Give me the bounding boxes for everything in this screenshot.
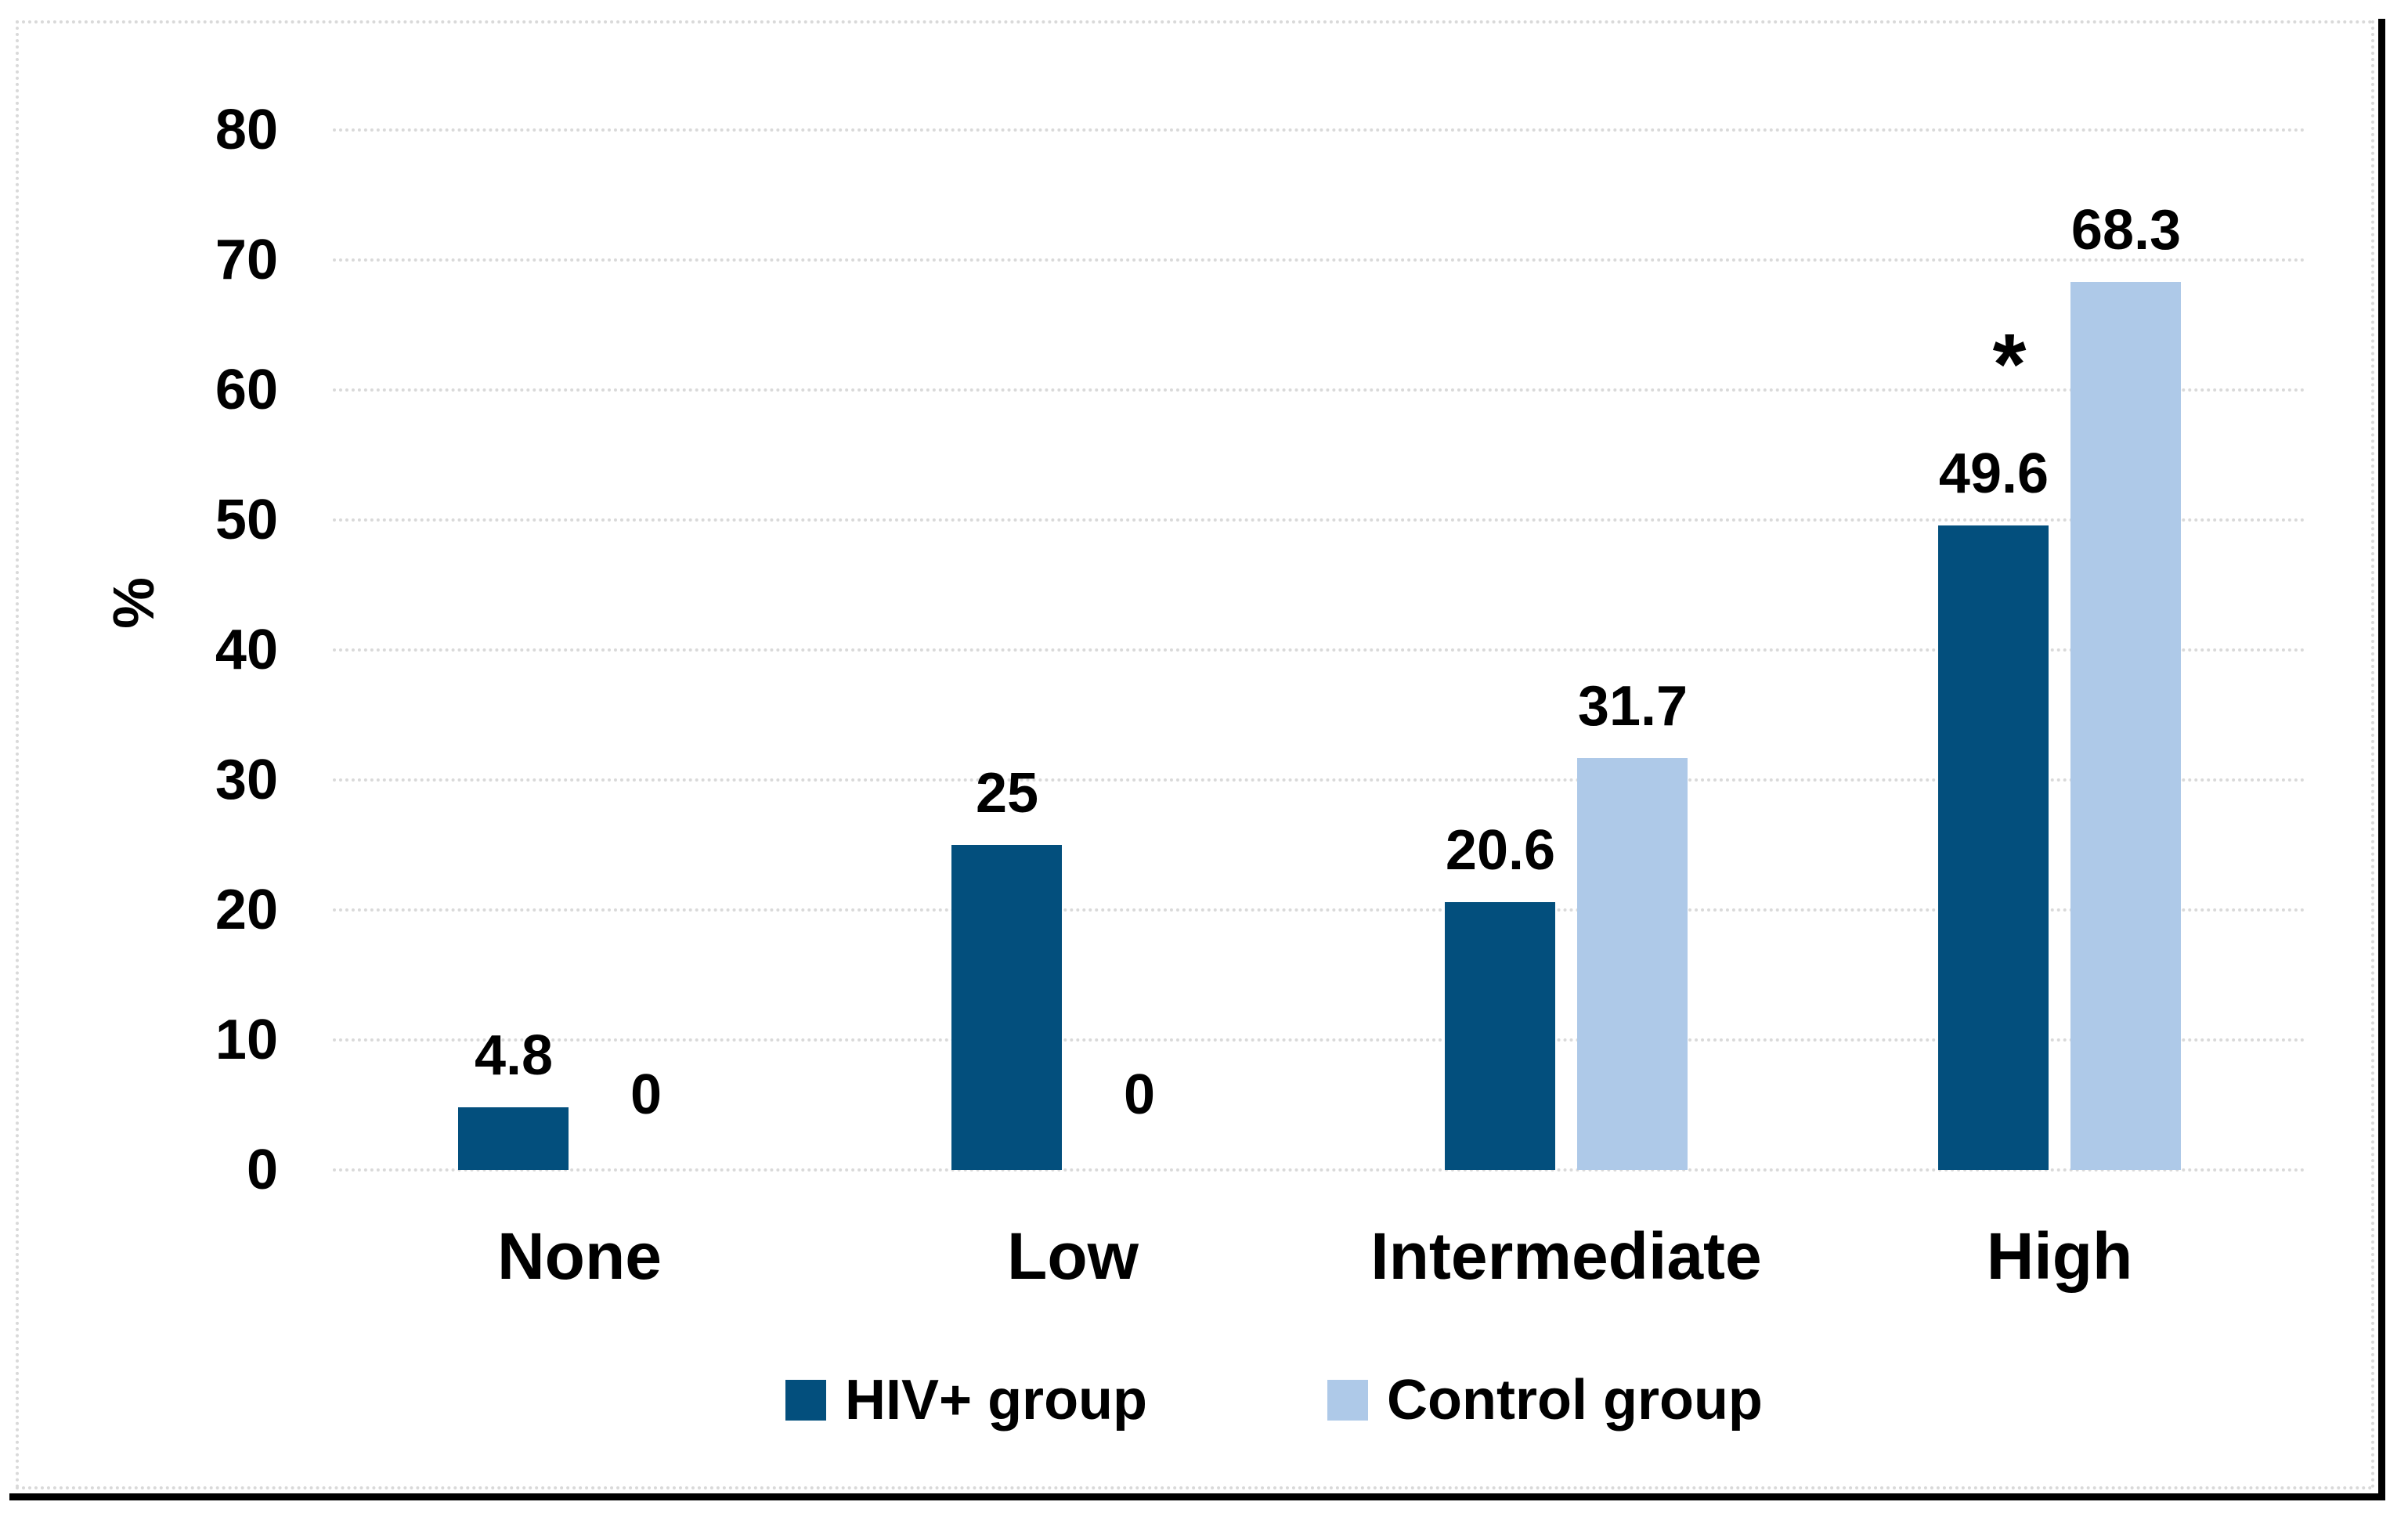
bar-value-label: 31.7	[1577, 674, 1688, 738]
bar-control-group	[1577, 758, 1688, 1170]
bar-value-label: 0	[1123, 1063, 1156, 1126]
plot-area: 4.8 25 20.6 49.6 0 0 31.7 68.3 *	[333, 128, 2306, 1172]
gridline	[333, 1168, 2306, 1172]
legend-swatch	[1327, 1380, 1369, 1421]
figure-shadow-border	[9, 19, 2385, 1500]
bar-value-label: 25	[975, 761, 1039, 825]
legend-item: HIV+ group	[785, 1368, 1147, 1432]
gridline	[333, 908, 2306, 912]
gridline	[333, 128, 2306, 132]
y-tick-label: 40	[215, 619, 278, 681]
bar-chart-figure: % 80 70 60 50 40 30 20 10 0 4.8 25 20.6 49.6 0 0 31.7 6…	[16, 20, 2374, 1489]
y-tick-label: 30	[215, 749, 278, 811]
bar-value-label: 4.8	[474, 1024, 554, 1087]
gridline	[333, 258, 2306, 262]
bar-hiv-group	[1938, 525, 2049, 1170]
bar-value-label: 0	[630, 1063, 662, 1126]
category-label: High	[1986, 1219, 2133, 1293]
gridline	[333, 1038, 2306, 1042]
y-tick-label: 20	[215, 879, 278, 941]
significance-asterisk: *	[1992, 316, 2027, 413]
legend-item: Control group	[1327, 1368, 1763, 1432]
gridline	[333, 648, 2306, 652]
bar-control-group	[2070, 282, 2181, 1170]
y-tick-label: 10	[215, 1009, 278, 1071]
y-tick-label: 50	[215, 489, 278, 551]
bar-value-label: 49.6	[1938, 442, 2049, 505]
bar-hiv-group	[1445, 902, 1555, 1170]
y-tick-label: 80	[215, 99, 278, 161]
legend-label: Control group	[1387, 1369, 1763, 1432]
bar-value-label: 68.3	[2070, 198, 2182, 262]
gridline	[333, 518, 2306, 522]
y-tick-label: 0	[246, 1139, 278, 1201]
gridline	[333, 778, 2306, 782]
category-label: Intermediate	[1370, 1219, 1762, 1293]
category-label: None	[497, 1219, 662, 1293]
y-tick-label: 70	[215, 229, 278, 291]
legend-swatch	[785, 1380, 826, 1421]
category-label: Low	[1007, 1219, 1139, 1293]
bar-hiv-group	[458, 1107, 569, 1170]
bar-value-label: 20.6	[1445, 818, 1556, 882]
legend: HIV+ group Control group	[785, 1368, 1763, 1432]
bar-hiv-group	[951, 845, 1062, 1170]
y-tick-label: 60	[215, 359, 278, 421]
gridline	[333, 388, 2306, 392]
legend-label: HIV+ group	[845, 1369, 1148, 1432]
